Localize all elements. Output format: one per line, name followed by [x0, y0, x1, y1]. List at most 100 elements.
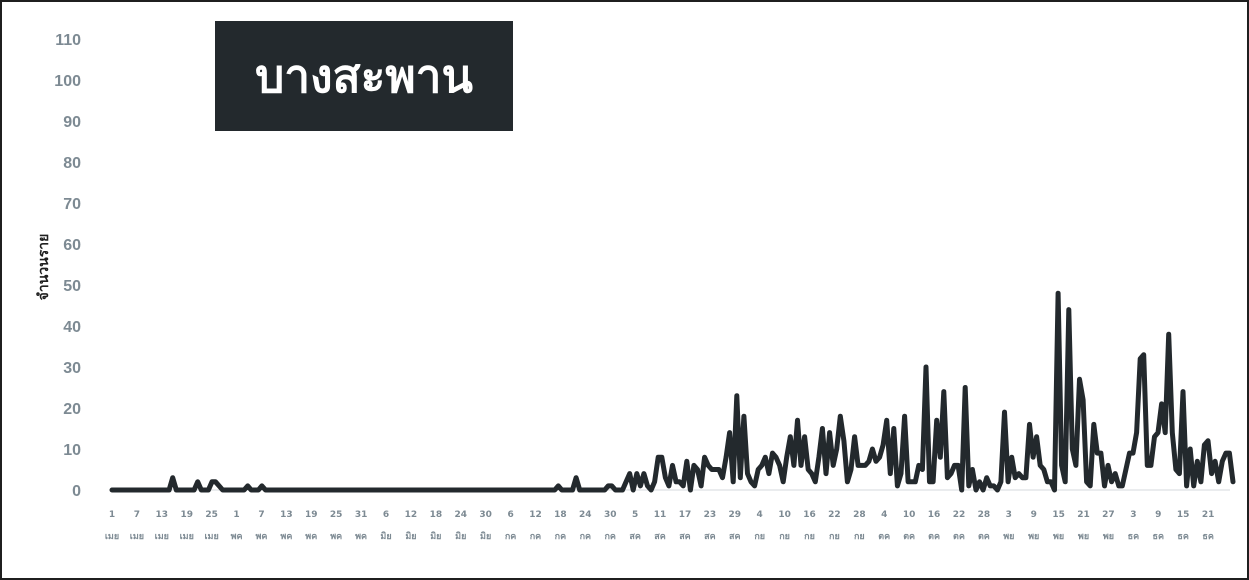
x-tick-month: มิย	[455, 531, 466, 542]
x-tick-label: 1 เมย	[105, 510, 119, 542]
x-tick-label: 27 พย	[1102, 510, 1115, 542]
x-tick-label: 10 กย	[778, 510, 791, 542]
x-tick-label: 18 กค	[554, 510, 567, 542]
x-tick-month: กย	[829, 532, 840, 542]
x-tick-month: สค	[704, 532, 716, 542]
x-tick-month: พย	[1003, 532, 1014, 542]
x-tick-day: 21	[1202, 510, 1215, 520]
y-tick-label: 50	[63, 278, 81, 295]
x-tick-label: 7 เมย	[130, 510, 144, 542]
x-tick-label: 9 ธค	[1153, 510, 1165, 542]
x-tick-day: 25	[330, 510, 343, 520]
x-tick-month: พค	[255, 532, 267, 542]
x-tick-day: 25	[205, 510, 218, 520]
x-tick-month: สค	[729, 532, 741, 542]
x-tick-label: 25 เมย	[204, 510, 218, 542]
y-tick-label: 110	[55, 32, 81, 49]
x-tick-label: 19 เมย	[180, 510, 194, 542]
x-tick-month: ธค	[1202, 532, 1214, 542]
x-tick-label: 18 มิย	[430, 510, 443, 542]
y-axis-ticks: 0 10 20 30 40 50 60 70 80 90 100 110	[54, 32, 81, 500]
x-tick-day: 22	[828, 510, 841, 520]
x-tick-month: ธค	[1128, 532, 1140, 542]
x-tick-day: 15	[1177, 510, 1190, 520]
x-tick-day: 29	[729, 510, 742, 520]
x-tick-day: 24	[579, 510, 592, 520]
x-tick-day: 22	[953, 510, 966, 520]
x-tick-day: 31	[355, 510, 368, 520]
x-tick-label: 30 กค	[604, 510, 617, 542]
x-tick-day: 28	[978, 510, 991, 520]
y-tick-label: 90	[63, 114, 81, 131]
x-tick-label: 30 มิย	[479, 510, 492, 542]
x-tick-label: 9 พย	[1028, 510, 1039, 542]
x-tick-month: พค	[231, 532, 243, 542]
x-tick-label: 16 กย	[803, 510, 816, 542]
x-tick-day: 3	[1130, 510, 1136, 520]
x-tick-month: พค	[355, 532, 367, 542]
x-tick-day: 16	[928, 510, 941, 520]
x-tick-month: ตค	[878, 532, 890, 542]
x-tick-label: 23 สค	[704, 510, 717, 542]
x-tick-day: 17	[679, 510, 692, 520]
x-tick-day: 3	[1006, 510, 1012, 520]
x-axis-ticks: 1 เมย 7 เมย 13 เมย 19 เมย 25 เมย 1 พค 7 พค 13 พค 19 พค 25 พ…	[105, 510, 1215, 542]
x-tick-day: 28	[853, 510, 866, 520]
x-tick-day: 18	[554, 510, 567, 520]
y-tick-label: 60	[63, 237, 81, 254]
x-tick-month: พย	[1053, 532, 1064, 542]
x-tick-month: ธค	[1177, 532, 1189, 542]
x-tick-month: เมย	[180, 532, 194, 542]
y-tick-label: 100	[54, 73, 81, 90]
x-tick-label: 3 ธค	[1128, 510, 1140, 542]
title-box: บางสะพาน	[215, 21, 513, 131]
y-tick-label: 70	[63, 196, 81, 213]
x-tick-day: 6	[383, 510, 389, 520]
x-tick-month: กค	[555, 532, 566, 542]
x-tick-label: 28 ตค	[978, 510, 991, 542]
x-tick-label: 22 กย	[828, 510, 841, 542]
x-tick-label: 31 พค	[355, 510, 368, 542]
x-tick-label: 24 มิย	[454, 510, 467, 542]
x-tick-month: มิย	[380, 531, 391, 542]
y-tick-label: 0	[72, 483, 81, 500]
y-tick-label: 40	[63, 319, 81, 336]
x-tick-month: กค	[505, 532, 516, 542]
x-tick-day: 9	[1155, 510, 1161, 520]
x-tick-label: 12 มิย	[405, 510, 418, 542]
x-tick-month: กค	[530, 532, 541, 542]
x-tick-month: พค	[280, 532, 292, 542]
x-tick-label: 4 กย	[754, 510, 765, 542]
x-tick-day: 12	[405, 510, 418, 520]
x-tick-label: 6 มิย	[380, 510, 391, 542]
x-tick-label: 24 กค	[579, 510, 592, 542]
x-tick-day: 4	[757, 510, 763, 520]
x-tick-month: เมย	[130, 532, 144, 542]
x-tick-day: 23	[704, 510, 717, 520]
x-tick-label: 11 สค	[654, 510, 667, 542]
x-tick-month: ธค	[1153, 532, 1165, 542]
x-tick-month: พค	[305, 532, 317, 542]
x-tick-label: 13 พค	[280, 510, 293, 542]
x-tick-month: กค	[580, 532, 591, 542]
x-tick-day: 27	[1102, 510, 1115, 520]
x-tick-month: กย	[779, 532, 790, 542]
x-tick-month: กค	[604, 532, 615, 542]
x-tick-label: 29 สค	[729, 510, 742, 542]
x-tick-month: ตค	[953, 532, 965, 542]
x-tick-day: 11	[654, 510, 667, 520]
x-tick-label: 28 กย	[853, 510, 866, 542]
x-tick-month: พค	[330, 532, 342, 542]
x-tick-month: สค	[679, 532, 691, 542]
x-tick-label: 12 กค	[529, 510, 542, 542]
x-tick-label: 19 พค	[305, 510, 318, 542]
x-tick-month: กย	[754, 532, 765, 542]
x-tick-label: 15 ธค	[1177, 510, 1190, 542]
y-tick-label: 30	[63, 360, 81, 377]
x-tick-label: 13 เมย	[155, 510, 169, 542]
x-tick-month: เมย	[155, 532, 169, 542]
y-tick-label: 20	[63, 401, 81, 418]
x-tick-month: มิย	[430, 531, 441, 542]
x-tick-day: 7	[134, 510, 140, 520]
